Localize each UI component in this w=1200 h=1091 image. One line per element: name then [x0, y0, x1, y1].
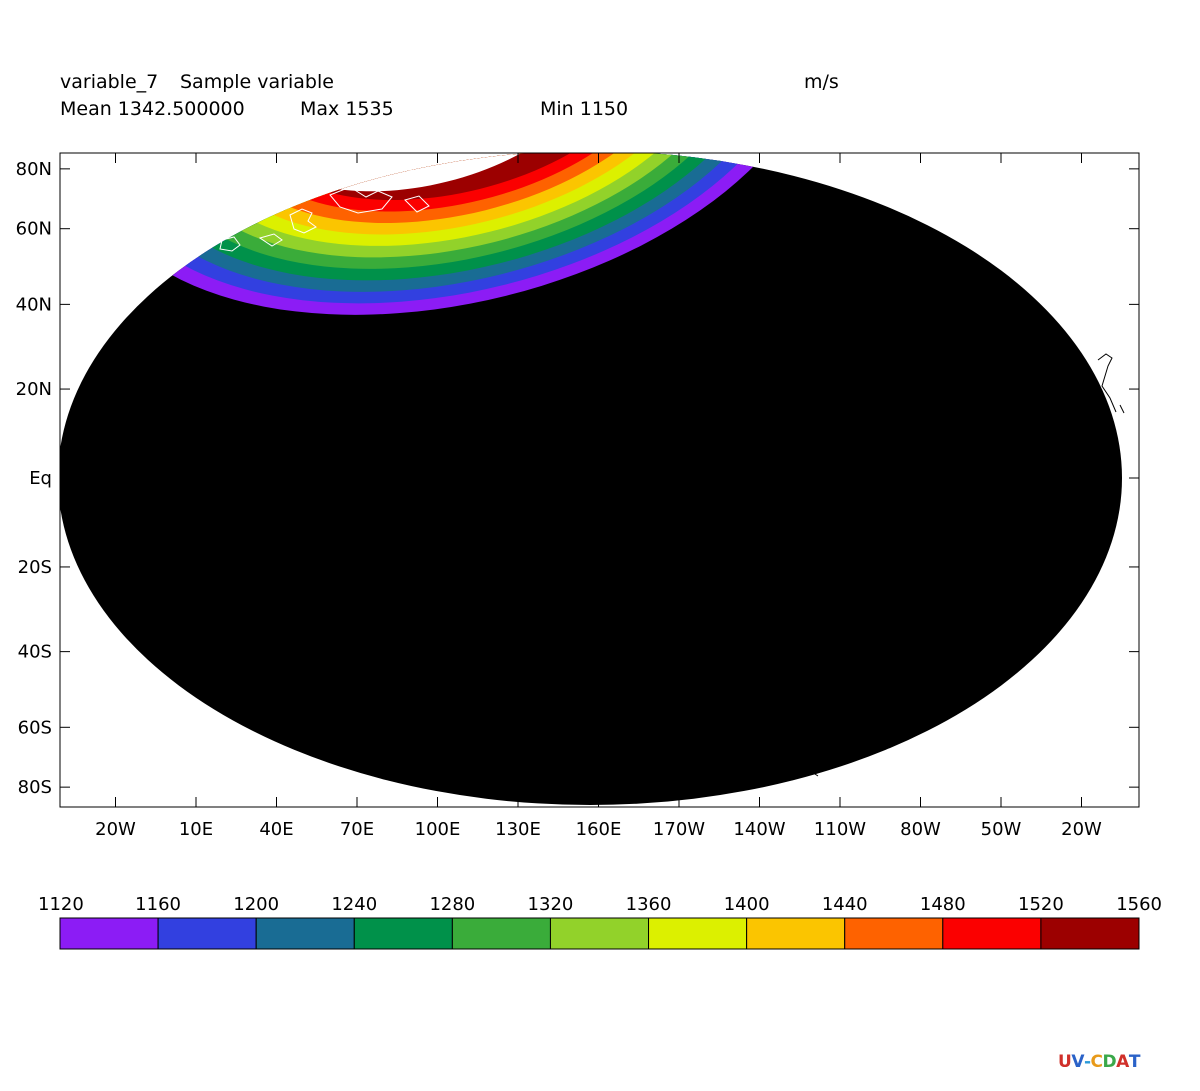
- colorbar-label: 1120: [38, 894, 84, 915]
- y-tick-label: 20S: [18, 557, 52, 578]
- x-tick-label: 170W: [653, 819, 705, 840]
- coastline-landmass: [379, 166, 421, 190]
- y-tick-label: 40N: [16, 294, 52, 315]
- coastline-segment: [1097, 353, 1117, 413]
- x-tick-label: 40E: [259, 819, 293, 840]
- mean-label: Mean 1342.500000: [60, 98, 245, 120]
- y-tick-label: 60N: [16, 219, 52, 240]
- x-tick-label: 80W: [900, 819, 941, 840]
- colorbar-swatch: [746, 917, 846, 950]
- coastline-island: [289, 208, 317, 234]
- colorbar-swatch: [942, 917, 1042, 950]
- colorbar-label: 1160: [135, 894, 181, 915]
- colorbar-swatch: [648, 917, 748, 950]
- x-tick-label: 100E: [415, 819, 461, 840]
- max-label: Max 1535: [300, 98, 394, 120]
- colorbar-swatch: [844, 917, 944, 950]
- colorbar-swatch: [451, 917, 551, 950]
- uvcdat-logo: UV-CDAT: [1058, 1052, 1140, 1072]
- map-area: [60, 153, 1125, 805]
- y-tick-label: 80N: [16, 159, 52, 180]
- x-tick-label: 130E: [495, 819, 541, 840]
- colorbar-swatch: [549, 917, 650, 950]
- colorbar-swatch: [1040, 917, 1140, 950]
- colorbar-swatch: [157, 917, 257, 950]
- colorbar: 1120 1160 1200 1240 1280 1320 1360 1400 1440 1480…: [38, 894, 1162, 950]
- missing-data-globe: [60, 153, 1122, 805]
- x-tick-label: 10E: [179, 819, 213, 840]
- y-tick-label: 40S: [18, 642, 52, 663]
- colorbar-swatch: [59, 917, 159, 950]
- x-tick-label: 140W: [733, 819, 785, 840]
- colorbar-label: 1560: [1116, 894, 1162, 915]
- variable-name: variable_7: [60, 71, 159, 93]
- x-tick-label: 20W: [1061, 819, 1102, 840]
- colorbar-label: 1400: [724, 894, 770, 915]
- units-label: m/s: [804, 71, 839, 93]
- coastline-landmass: [329, 186, 393, 214]
- y-tick-label: Eq: [29, 468, 52, 489]
- x-tick-label: 110W: [814, 819, 866, 840]
- coastline-segment: [811, 771, 819, 777]
- coastline-island: [258, 233, 283, 247]
- variable-long-name: Sample variable: [180, 71, 334, 93]
- colorbar-label: 1440: [822, 894, 868, 915]
- coastlines: [219, 166, 430, 252]
- x-tick-label: 160E: [576, 819, 622, 840]
- colorbar-swatch: [255, 917, 355, 950]
- x-axis: 20W 10E 40E 70E 100E 130E 160E 170W 140W 110W 80W 5…: [95, 153, 1102, 840]
- colorbar-label: 1320: [528, 894, 574, 915]
- colorbar-label: 1240: [331, 894, 377, 915]
- min-label: Min 1150: [540, 98, 629, 120]
- coastline-segment: [1119, 404, 1125, 414]
- x-tick-label: 70E: [340, 819, 374, 840]
- coastline-island: [219, 236, 241, 252]
- y-tick-label: 20N: [16, 379, 52, 400]
- colorbar-label: 1480: [920, 894, 966, 915]
- colorbar-label: 1200: [233, 894, 279, 915]
- y-axis: 80N 60N 40N 20N Eq 20S 40S 60S 80S: [16, 159, 1139, 798]
- coastline-island: [404, 195, 430, 213]
- x-tick-label: 20W: [95, 819, 136, 840]
- colorbar-label: 1520: [1018, 894, 1064, 915]
- y-tick-label: 80S: [18, 777, 52, 798]
- map-frame: [59, 152, 1140, 808]
- colorbar-swatch: [353, 917, 453, 950]
- colorbar-label: 1360: [626, 894, 672, 915]
- x-tick-label: 50W: [981, 819, 1022, 840]
- coastlines-dark: [811, 353, 1125, 777]
- colorbar-label: 1280: [429, 894, 475, 915]
- y-tick-label: 60S: [18, 717, 52, 738]
